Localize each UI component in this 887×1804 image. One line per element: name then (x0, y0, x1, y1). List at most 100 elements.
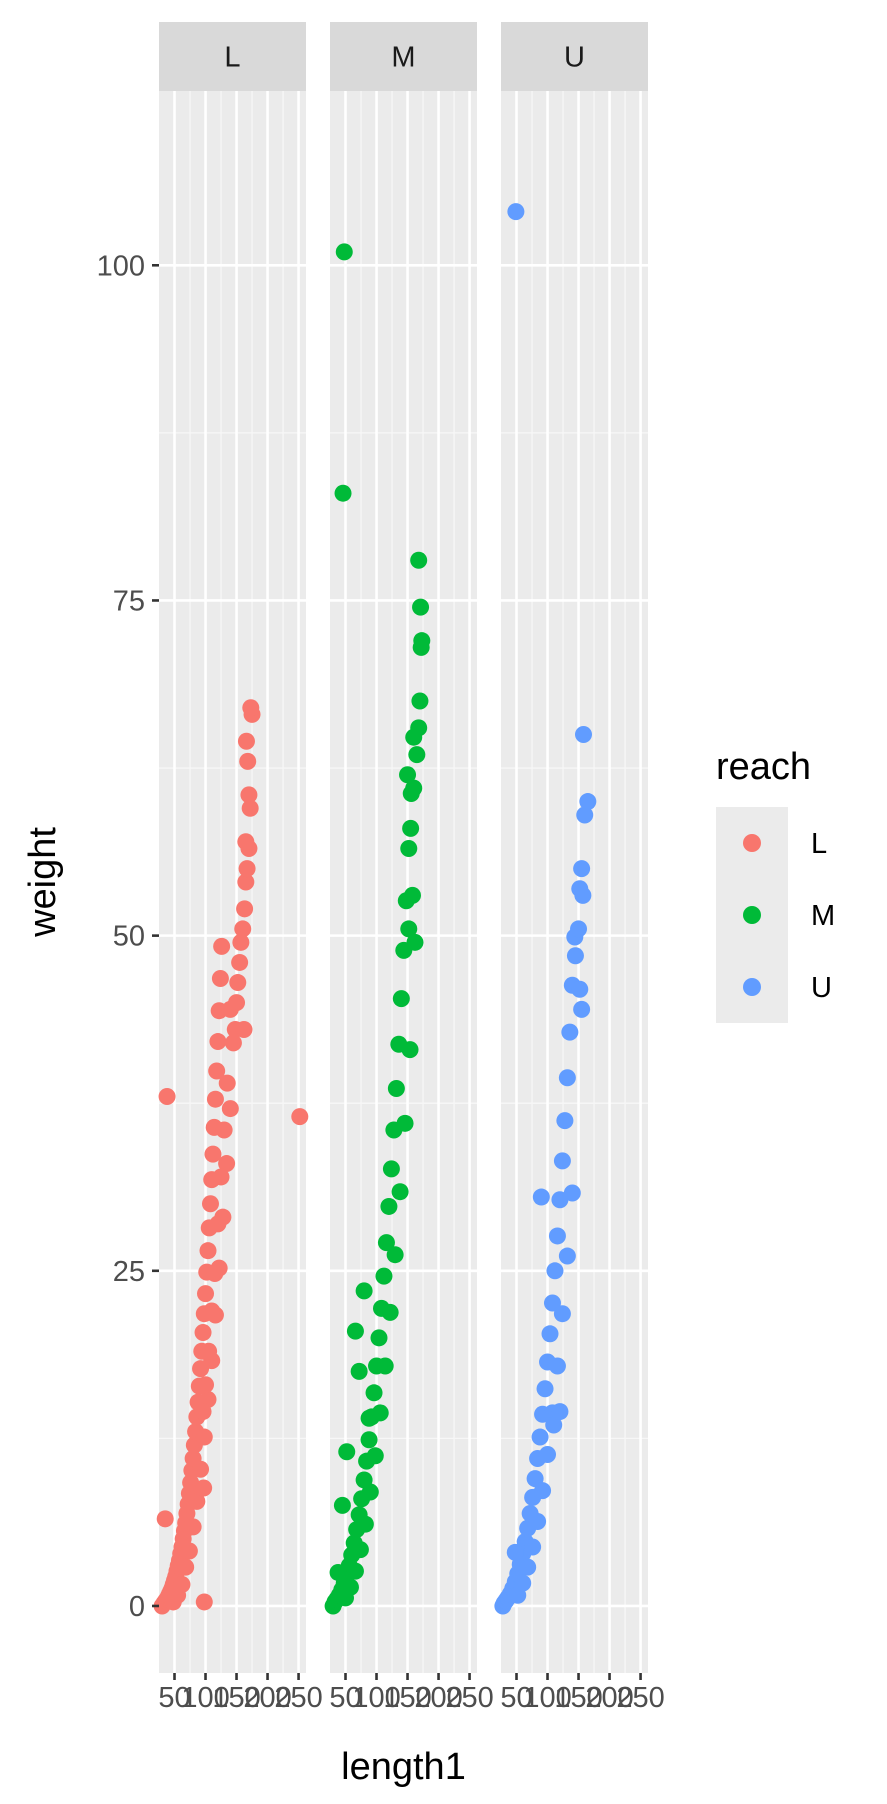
data-point-M (366, 1447, 384, 1465)
data-point-M (355, 1282, 373, 1300)
data-point-L (229, 974, 247, 992)
legend-key-M (743, 906, 761, 924)
x-tick-label: 250 (274, 1682, 322, 1714)
data-point-L (215, 1121, 233, 1139)
data-point-U (539, 1445, 557, 1463)
legend-label-L: L (811, 828, 827, 860)
facet-strip-label: L (224, 42, 240, 74)
data-point-M (406, 933, 424, 951)
data-point-L (237, 833, 255, 851)
data-point-M (405, 779, 423, 797)
panel-background (501, 91, 648, 1673)
data-point-M (386, 1246, 404, 1264)
data-point-U (519, 1558, 537, 1576)
x-tick-label: 100 (523, 1682, 571, 1714)
data-point-M (408, 746, 426, 764)
data-point-M (333, 1496, 351, 1514)
data-point-L (238, 860, 256, 878)
y-tick-label: 100 (97, 250, 145, 282)
data-point-L (188, 1492, 206, 1510)
data-point-L (237, 732, 255, 750)
facet-strip-U (501, 22, 648, 91)
data-point-L (203, 1302, 221, 1320)
data-point-M (400, 920, 418, 938)
data-point-U (514, 1574, 532, 1592)
legend-entries: L M U (743, 828, 835, 1004)
data-point-U (573, 860, 591, 878)
data-point-M (360, 1409, 378, 1427)
panel-background (330, 91, 477, 1673)
data-point-M (341, 1578, 359, 1596)
legend: reach L M U (716, 746, 835, 1023)
data-point-L (177, 1558, 195, 1576)
data-point-L (232, 933, 250, 951)
data-point-L (241, 799, 259, 817)
legend-key-U (743, 978, 761, 996)
data-point-L (197, 1376, 215, 1394)
data-point-M (351, 1541, 369, 1559)
x-tick-label: 150 (383, 1682, 431, 1714)
data-point-L (158, 1088, 176, 1106)
data-point-U (524, 1538, 542, 1556)
x-tick-label: 200 (414, 1682, 462, 1714)
data-point-U (573, 1000, 591, 1018)
data-point-L (192, 1460, 210, 1478)
data-point-M (356, 1515, 374, 1533)
data-point-L (194, 1403, 212, 1421)
data-point-M (370, 1329, 388, 1347)
data-point-L (218, 1074, 236, 1092)
data-point-U (574, 726, 592, 744)
data-point-M (338, 1443, 356, 1461)
data-point-M (375, 1267, 393, 1285)
data-point-M (396, 1114, 414, 1132)
data-point-U (529, 1513, 547, 1531)
data-point-M (329, 1563, 347, 1581)
data-point-U (576, 806, 594, 824)
data-point-L (291, 1108, 309, 1126)
legend-key-L (743, 834, 761, 852)
data-point-L (195, 1479, 213, 1497)
data-point-M (401, 1041, 419, 1059)
data-point-U (536, 1380, 554, 1398)
x-tick-label: 50 (500, 1682, 532, 1714)
data-point-M (412, 598, 430, 616)
data-point-U (558, 1247, 576, 1265)
data-point-L (218, 1155, 236, 1173)
legend-label-U: U (811, 972, 832, 1004)
data-point-M (402, 819, 420, 837)
data-point-L (239, 752, 257, 770)
data-point-L (234, 920, 252, 938)
data-point-M (387, 1079, 405, 1097)
data-point-U (548, 1227, 566, 1245)
data-point-L (197, 1285, 215, 1303)
data-point-L (236, 900, 254, 918)
data-point-U (574, 886, 592, 904)
y-tick-label: 50 (113, 921, 145, 953)
data-point-M (410, 719, 428, 737)
data-point-M (346, 1562, 364, 1580)
data-point-U (553, 1152, 571, 1170)
data-point-U (561, 1023, 579, 1041)
data-point-M (376, 1357, 394, 1375)
data-point-L (195, 1593, 213, 1611)
data-point-L (224, 1034, 242, 1052)
data-point-L (231, 953, 249, 971)
data-point-U (548, 1357, 566, 1375)
data-point-L (200, 1342, 218, 1360)
facet-strip-L (159, 22, 306, 91)
data-point-M (381, 1303, 399, 1321)
y-tick-label: 75 (113, 585, 145, 617)
data-point-L (221, 1100, 239, 1118)
y-tick-label: 25 (113, 1256, 145, 1288)
data-point-U (551, 1191, 569, 1209)
x-tick-label: 150 (554, 1682, 602, 1714)
y-axis-title: weight (22, 827, 64, 938)
data-point-M (382, 1160, 400, 1178)
data-point-U (545, 1416, 563, 1434)
data-point-L (228, 994, 246, 1012)
data-point-L (204, 1145, 222, 1163)
data-point-L (180, 1542, 198, 1560)
